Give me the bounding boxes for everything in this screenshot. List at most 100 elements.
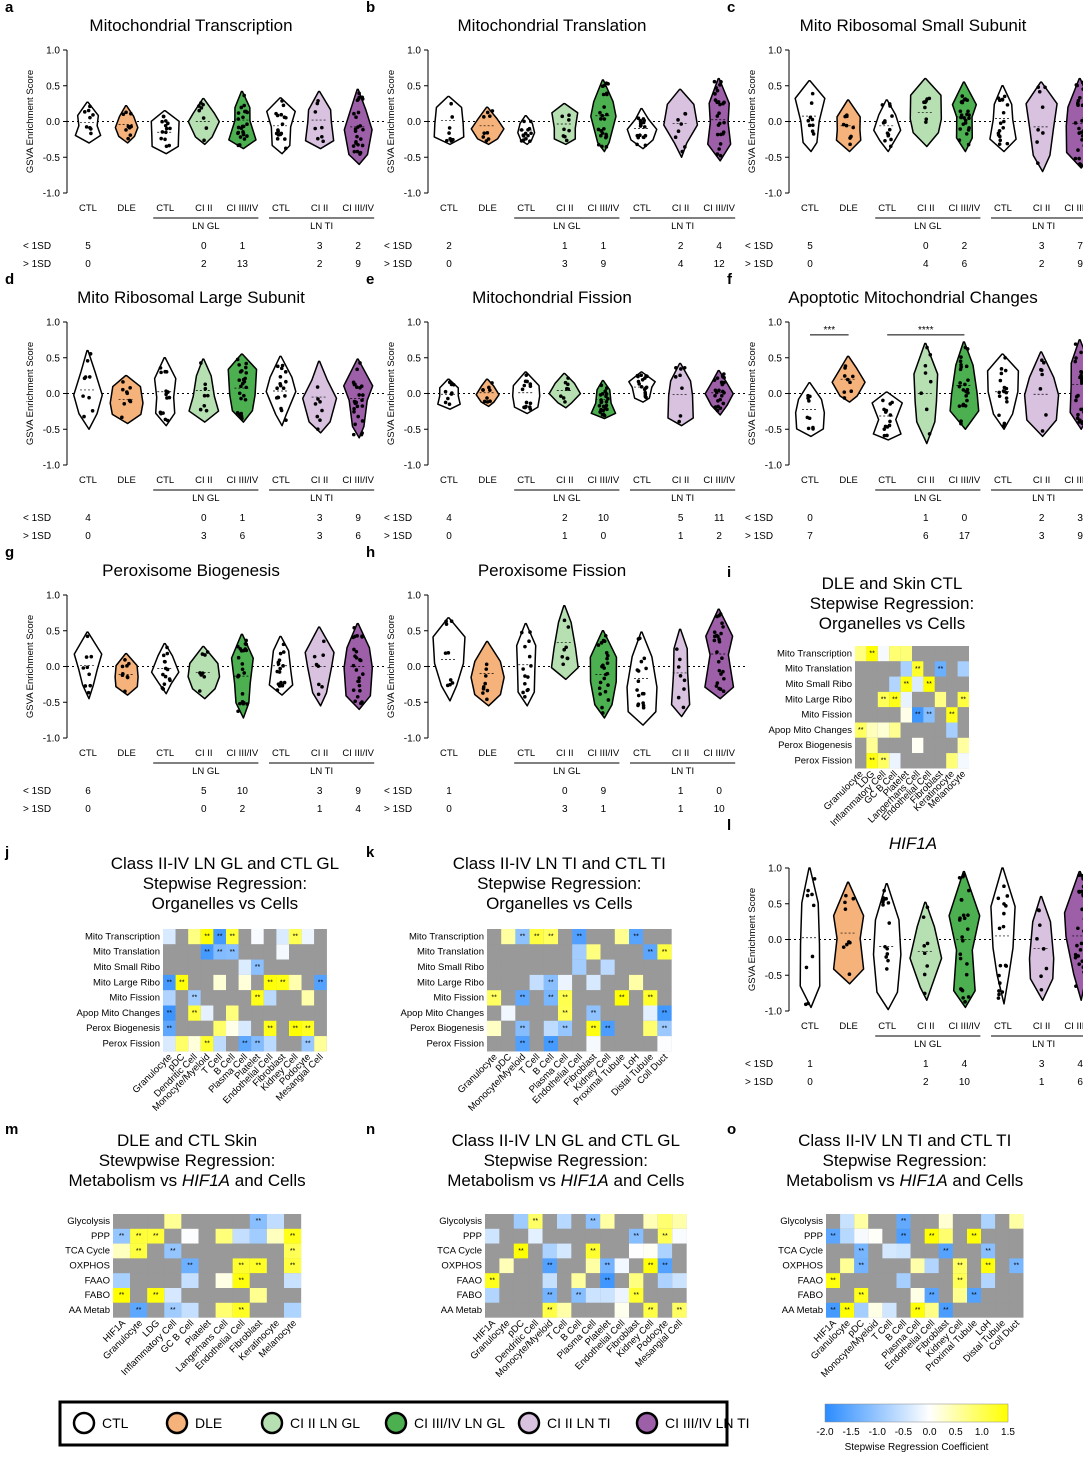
data-point xyxy=(243,137,247,141)
data-point xyxy=(447,131,451,135)
y-axis-label: GSVA Enrichment Score xyxy=(386,70,397,173)
panel-title-line: DLE and CTL Skin xyxy=(117,1131,257,1150)
group-bracket-label: LN TI xyxy=(671,766,694,777)
heatmap-cell xyxy=(499,1303,513,1318)
panel-letter: k xyxy=(366,844,375,861)
data-point xyxy=(997,131,1001,135)
x-tick-label: CTL xyxy=(272,475,290,486)
data-point xyxy=(997,993,1001,997)
heatmap-cell xyxy=(629,960,643,975)
count-value: 7 xyxy=(807,531,813,542)
heatmap-cell xyxy=(164,1214,181,1229)
heatmap-cell xyxy=(276,960,289,975)
heatmap-cell xyxy=(302,929,315,944)
x-tick-label: CTL xyxy=(156,475,174,486)
heatmap-cell xyxy=(199,1244,216,1259)
data-point xyxy=(87,691,91,695)
heatmap-cell xyxy=(912,723,923,738)
data-point xyxy=(121,388,125,392)
group-bracket-label: LN GL xyxy=(914,493,941,504)
x-tick-label: CI III/IV xyxy=(227,203,259,214)
heatmap-cell xyxy=(882,1229,896,1244)
significance-mark: ** xyxy=(548,995,554,1002)
significance-mark: ** xyxy=(844,1307,850,1314)
data-point xyxy=(449,678,453,682)
x-tick-label: CTL xyxy=(633,203,651,214)
data-point xyxy=(88,684,92,688)
count-value: 1 xyxy=(807,1059,813,1070)
data-point xyxy=(810,893,814,897)
data-point xyxy=(1044,413,1048,417)
heatmap-cell xyxy=(629,1036,643,1051)
data-point xyxy=(241,115,245,119)
panel-title-line: Metabolism vs HIF1A and Cells xyxy=(786,1171,1023,1190)
heatmap-cell xyxy=(558,960,572,975)
data-point xyxy=(237,378,241,382)
y-tick-label: 1.0 xyxy=(768,864,782,875)
heatmap-cell xyxy=(995,1229,1009,1244)
count-value: 2 xyxy=(355,241,361,252)
heatmap-cell xyxy=(995,1273,1009,1288)
y-tick-label: -0.5 xyxy=(404,153,422,164)
data-point xyxy=(529,664,533,668)
data-point xyxy=(883,945,887,949)
data-point xyxy=(202,116,206,120)
significance-label: *** xyxy=(823,325,835,336)
data-point xyxy=(998,135,1002,139)
count-value: 3 xyxy=(1039,1059,1045,1070)
y-tick-label: -0.5 xyxy=(43,425,61,436)
data-point xyxy=(808,416,812,420)
heatmap-cell xyxy=(501,990,515,1005)
data-point xyxy=(811,92,815,96)
data-point xyxy=(1039,387,1043,391)
heatmap-cell xyxy=(946,738,957,753)
significance-mark: ** xyxy=(915,712,921,719)
data-point xyxy=(352,626,356,630)
data-point xyxy=(82,415,86,419)
x-tick-label: DLE xyxy=(839,203,857,214)
heatmap-row-label: Mito Small Ribo xyxy=(417,962,484,973)
count-row-label: > 1SD xyxy=(23,531,51,542)
x-tick-label: CTL xyxy=(156,203,174,214)
data-point xyxy=(241,700,245,704)
data-point xyxy=(958,381,962,385)
heatmap-cell xyxy=(615,929,629,944)
data-point xyxy=(1003,95,1007,99)
heatmap-cell xyxy=(826,1288,840,1303)
data-point xyxy=(447,651,451,655)
count-value: 1 xyxy=(923,1059,929,1070)
heatmap-cell xyxy=(199,1303,216,1318)
data-point xyxy=(1002,884,1006,888)
heatmap-cell xyxy=(643,960,657,975)
data-point xyxy=(966,927,970,931)
heatmap-cell xyxy=(514,1303,528,1318)
data-point xyxy=(715,615,719,619)
data-point xyxy=(1038,923,1042,927)
heatmap-cell xyxy=(147,1244,164,1259)
data-point xyxy=(281,664,285,668)
data-point xyxy=(998,927,1002,931)
data-point xyxy=(279,375,283,379)
data-point xyxy=(923,951,927,955)
heatmap-cell xyxy=(572,1036,586,1051)
heatmap-cell xyxy=(658,1214,672,1229)
data-point xyxy=(599,393,603,397)
data-point xyxy=(722,391,726,395)
heatmap-cell xyxy=(958,646,969,661)
data-point xyxy=(202,675,206,679)
data-point xyxy=(320,685,324,689)
data-point xyxy=(322,639,326,643)
data-point xyxy=(805,966,809,970)
data-point xyxy=(637,380,641,384)
heatmap-cell xyxy=(239,929,252,944)
data-point xyxy=(637,694,641,698)
y-tick-label: 0.5 xyxy=(46,81,60,92)
data-point xyxy=(448,380,452,384)
data-point xyxy=(719,154,723,158)
group-bracket-label: LN TI xyxy=(671,493,694,504)
data-point xyxy=(529,120,533,124)
heatmap-cell xyxy=(911,1229,925,1244)
y-tick-label: -1.0 xyxy=(404,189,422,200)
